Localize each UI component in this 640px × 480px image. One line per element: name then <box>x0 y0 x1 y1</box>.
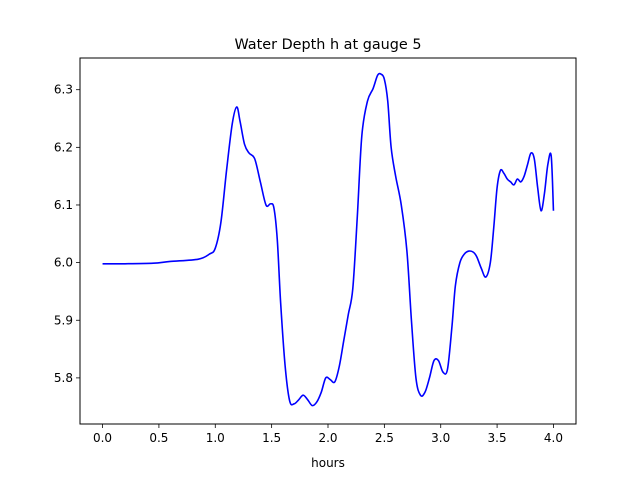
y-tick-label: 6.1 <box>54 198 73 212</box>
y-tick-label: 6.3 <box>54 83 73 97</box>
y-tick-label: 6.2 <box>54 140 73 154</box>
x-axis: 0.0 0.5 1.0 1.5 2.0 2.5 3.0 3.5 4.0 <box>93 424 563 445</box>
x-tick-label: 2.0 <box>318 431 337 445</box>
y-tick-label: 5.8 <box>54 371 73 385</box>
x-tick-label: 1.0 <box>206 431 225 445</box>
y-axis: 5.8 5.9 6.0 6.1 6.2 6.3 <box>54 83 80 385</box>
y-tick-label: 5.9 <box>54 313 73 327</box>
x-axis-label: hours <box>311 456 345 470</box>
x-tick-label: 1.5 <box>262 431 281 445</box>
x-tick-label: 0.0 <box>93 431 112 445</box>
x-tick-label: 3.0 <box>431 431 450 445</box>
x-tick-label: 4.0 <box>544 431 563 445</box>
plot-frame <box>79 57 577 425</box>
y-tick-label: 6.0 <box>54 256 73 270</box>
x-tick-label: 0.5 <box>149 431 168 445</box>
x-tick-label: 2.5 <box>375 431 394 445</box>
x-tick-label: 3.5 <box>488 431 507 445</box>
plot-area <box>102 72 555 407</box>
series-line-0 <box>102 72 555 407</box>
chart-title: Water Depth h at gauge 5 <box>234 37 421 53</box>
